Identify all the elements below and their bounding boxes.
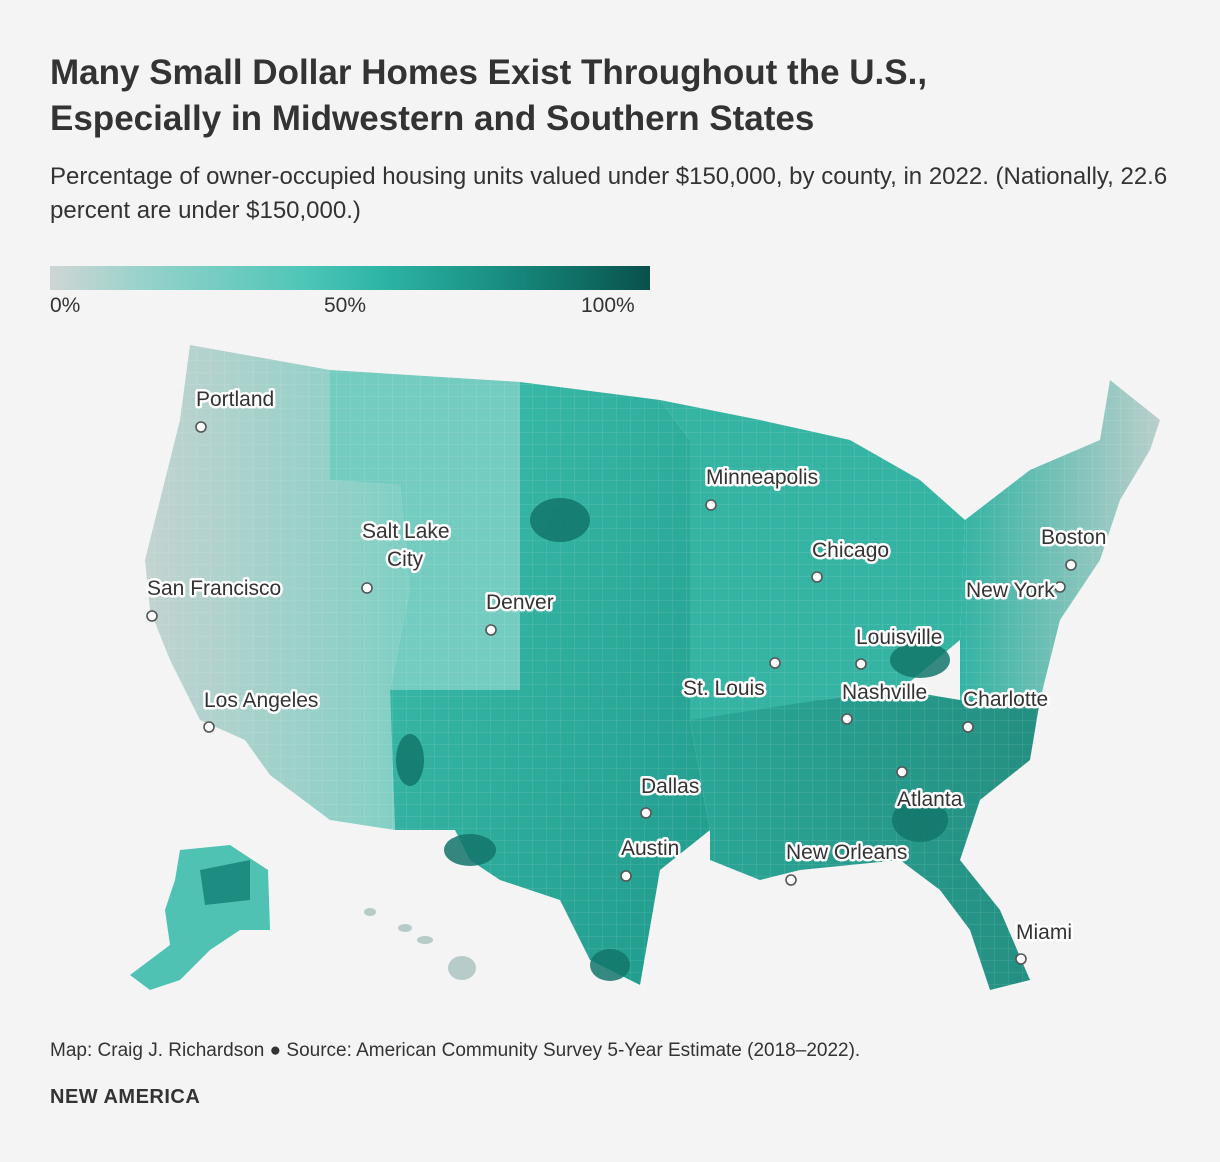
city-charlotte: Charlotte [961, 686, 1051, 733]
city-label-austin: Austin [621, 837, 679, 860]
city-miami: Miami [1014, 919, 1075, 965]
hotspot-south-georgia [892, 798, 948, 842]
city-dallas: Dallas [639, 773, 702, 819]
city-label-new-york: New York [966, 579, 1055, 602]
city-salt-lake-city: Salt Lake City [360, 518, 452, 594]
chart-title: Many Small Dollar Homes Exist Throughout… [50, 50, 1170, 142]
city-label-chicago: Chicago [812, 539, 889, 562]
city-label-salt-lake-line2: City [387, 548, 424, 571]
legend-min-label: 0% [50, 294, 81, 317]
city-label-dallas: Dallas [641, 775, 699, 798]
city-atlanta: Atlanta [895, 766, 965, 814]
hotspot-south-texas [590, 949, 630, 981]
legend-color-scale [50, 266, 650, 290]
city-st-louis: St. Louis [681, 657, 781, 703]
city-label-los-angeles: Los Angeles [204, 689, 318, 712]
chart-subtitle: Percentage of owner-occupied housing uni… [50, 163, 1168, 224]
city-denver: Denver [484, 589, 556, 636]
city-label-denver: Denver [486, 591, 554, 614]
city-chicago: Chicago [810, 537, 892, 583]
city-label-charlotte: Charlotte [963, 688, 1048, 711]
city-markers: Portland Minneapolis Salt Lake City Bost… [145, 386, 1109, 965]
south-region [690, 690, 1040, 990]
source-note: Map: Craig J. Richardson ● Source: Ameri… [50, 1040, 861, 1061]
alaska-dark [200, 860, 250, 905]
city-los-angeles: Los Angeles [202, 687, 321, 733]
high-share-areas [396, 498, 950, 981]
legend-mid-label: 50% [324, 294, 367, 317]
city-label-louisville: Louisville [856, 626, 942, 649]
city-label-new-orleans: New Orleans [786, 841, 907, 864]
city-new-york: New York [964, 577, 1066, 605]
city-boston: Boston [1039, 524, 1109, 571]
city-label-minneapolis: Minneapolis [706, 466, 818, 489]
city-portland: Portland [194, 386, 277, 433]
city-label-salt-lake-line1: Salt Lake [362, 520, 450, 543]
city-label-portland: Portland [196, 388, 274, 411]
city-nashville: Nashville [840, 679, 930, 725]
city-new-orleans: New Orleans [784, 839, 910, 886]
hotspot-west-texas [444, 834, 496, 866]
city-label-san-francisco: San Francisco [147, 577, 281, 600]
hawaii [364, 908, 476, 980]
hotspot-new-mexico [396, 734, 424, 786]
hotspot-appalachia [890, 642, 950, 678]
city-minneapolis: Minneapolis [704, 464, 821, 511]
brand-logo: NEW AMERICA [50, 1086, 201, 1108]
legend-max-label: 100% [581, 294, 635, 317]
city-austin: Austin [619, 835, 682, 882]
contiguous-us [140, 340, 1170, 1000]
city-label-boston: Boston [1041, 526, 1106, 549]
city-san-francisco: San Francisco [145, 575, 284, 622]
us-county-map: Portland Minneapolis Salt Lake City Bost… [130, 340, 1170, 1000]
title-line-1: Many Small Dollar Homes Exist Throughout… [50, 53, 928, 92]
hotspot-south-dakota [530, 498, 590, 542]
city-label-atlanta: Atlanta [897, 788, 963, 811]
city-label-st-louis: St. Louis [683, 677, 765, 700]
city-label-nashville: Nashville [842, 681, 927, 704]
title-line-2: Especially in Midwestern and Southern St… [50, 99, 815, 138]
city-label-miami: Miami [1016, 921, 1072, 944]
city-louisville: Louisville [854, 624, 945, 670]
